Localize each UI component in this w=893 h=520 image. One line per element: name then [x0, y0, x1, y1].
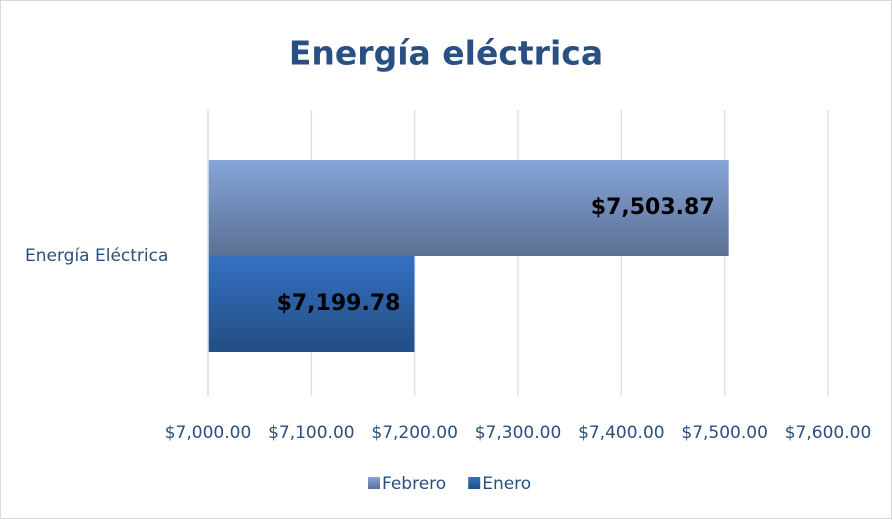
legend-swatch	[468, 477, 481, 489]
x-tick-label: $7,200.00	[371, 423, 458, 443]
bar	[208, 160, 729, 256]
x-tick-label: $7,600.00	[785, 423, 872, 443]
chart-title: Energía eléctrica	[289, 34, 603, 73]
x-tick-label: $7,300.00	[475, 423, 562, 443]
data-label: $7,503.87	[591, 195, 715, 220]
y-tick-label: Energía Eléctrica	[25, 246, 168, 266]
data-label: $7,199.78	[277, 291, 401, 316]
x-tick-label: $7,400.00	[578, 423, 665, 443]
x-tick-label: $7,100.00	[268, 423, 355, 443]
x-tick-label: $7,000.00	[165, 423, 252, 443]
legend-label: Febrero	[382, 474, 446, 494]
x-tick-label: $7,500.00	[681, 423, 768, 443]
legend-swatch	[368, 477, 380, 489]
bar	[208, 256, 415, 352]
legend-label: Enero	[482, 474, 531, 494]
